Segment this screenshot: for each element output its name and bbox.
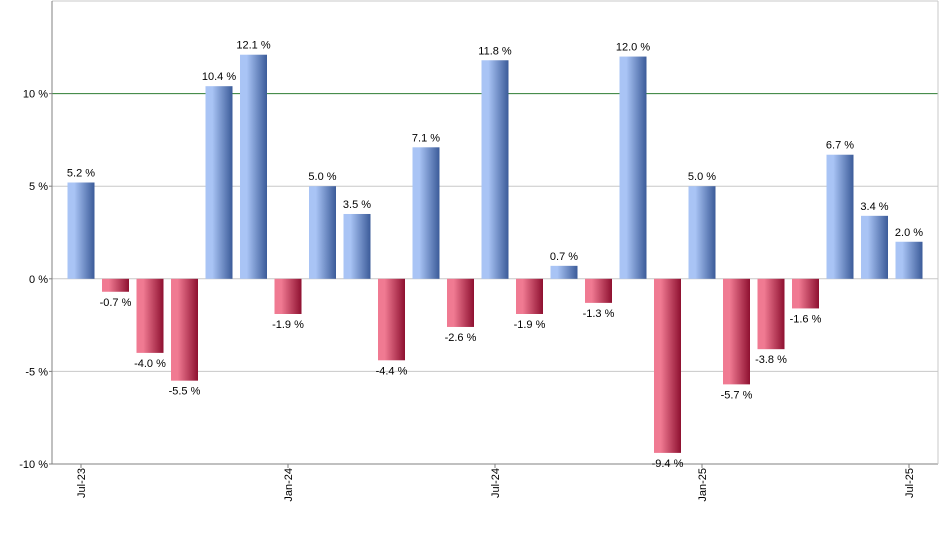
x-tick-label: Jul-23 [76,468,88,498]
bar[interactable] [550,265,578,279]
data-label: -3.8 % [755,354,787,366]
data-label: 3.5 % [343,199,371,211]
y-tick-label: -5 % [25,366,48,378]
bar[interactable] [378,278,405,361]
y-tick-label: 0 % [29,274,48,286]
bar[interactable] [585,278,612,303]
x-tick-label: Jul-24 [490,468,502,498]
bars [67,54,923,453]
data-label: -2.6 % [445,332,477,344]
x-tick-label: Jan-24 [283,468,295,502]
data-label: -4.4 % [376,365,408,377]
data-label: -1.9 % [272,319,304,331]
data-label: -0.7 % [100,297,132,309]
bar[interactable] [67,182,95,279]
data-label: -1.9 % [514,319,546,331]
data-label: 6.7 % [826,140,854,152]
data-label: -9.4 % [652,458,684,470]
data-labels: 5.2 % -0.7 % -4.0 % -5.5 % 10.4 % 12.1 % -1.9 … [67,40,923,470]
bar[interactable] [861,215,888,279]
data-label: 11.8 % [478,45,512,57]
data-label: -5.7 % [721,389,753,401]
data-label: 3.4 % [860,201,888,213]
y-tick-label: 10 % [23,89,48,101]
data-label: -4.0 % [134,358,166,370]
bar[interactable] [171,278,198,381]
data-label: -1.6 % [790,313,822,325]
bar[interactable] [619,56,647,279]
data-label: 12.1 % [236,40,270,52]
bar[interactable] [826,154,854,279]
data-label: 0.7 % [550,251,578,263]
bar[interactable] [757,278,785,350]
bar[interactable] [412,147,440,279]
bar[interactable] [516,278,543,314]
bar[interactable] [240,54,267,279]
bar[interactable] [895,241,923,279]
bar[interactable] [447,278,474,327]
data-label: 7.1 % [412,132,440,144]
y-tick-label: 5 % [29,181,48,193]
bar[interactable] [792,278,819,309]
data-label: -5.5 % [169,386,201,398]
data-label: 5.0 % [688,171,716,183]
bar[interactable] [654,278,681,453]
data-label: 12.0 % [616,42,650,54]
axes: 10 % 5 % 0 % -5 % -10 % Jul-23 Jan-24 Jul-24 Jan… [19,1,939,502]
bar[interactable] [136,278,164,353]
data-label: 2.0 % [895,227,923,239]
bar[interactable] [102,278,129,292]
x-tick-label: Jul-25 [904,468,916,498]
bar[interactable] [205,86,233,279]
bar[interactable] [481,60,509,279]
bar[interactable] [309,186,336,279]
data-label: -1.3 % [583,308,615,320]
data-label: 5.2 % [67,167,95,179]
bar[interactable] [274,278,302,314]
bar[interactable] [723,278,750,385]
data-label: 5.0 % [308,171,336,183]
bar[interactable] [688,186,716,279]
x-tick-label: Jan-25 [697,468,709,502]
bar[interactable] [343,213,371,279]
data-label: 10.4 % [202,71,236,83]
y-tick-label: -10 % [19,459,48,471]
